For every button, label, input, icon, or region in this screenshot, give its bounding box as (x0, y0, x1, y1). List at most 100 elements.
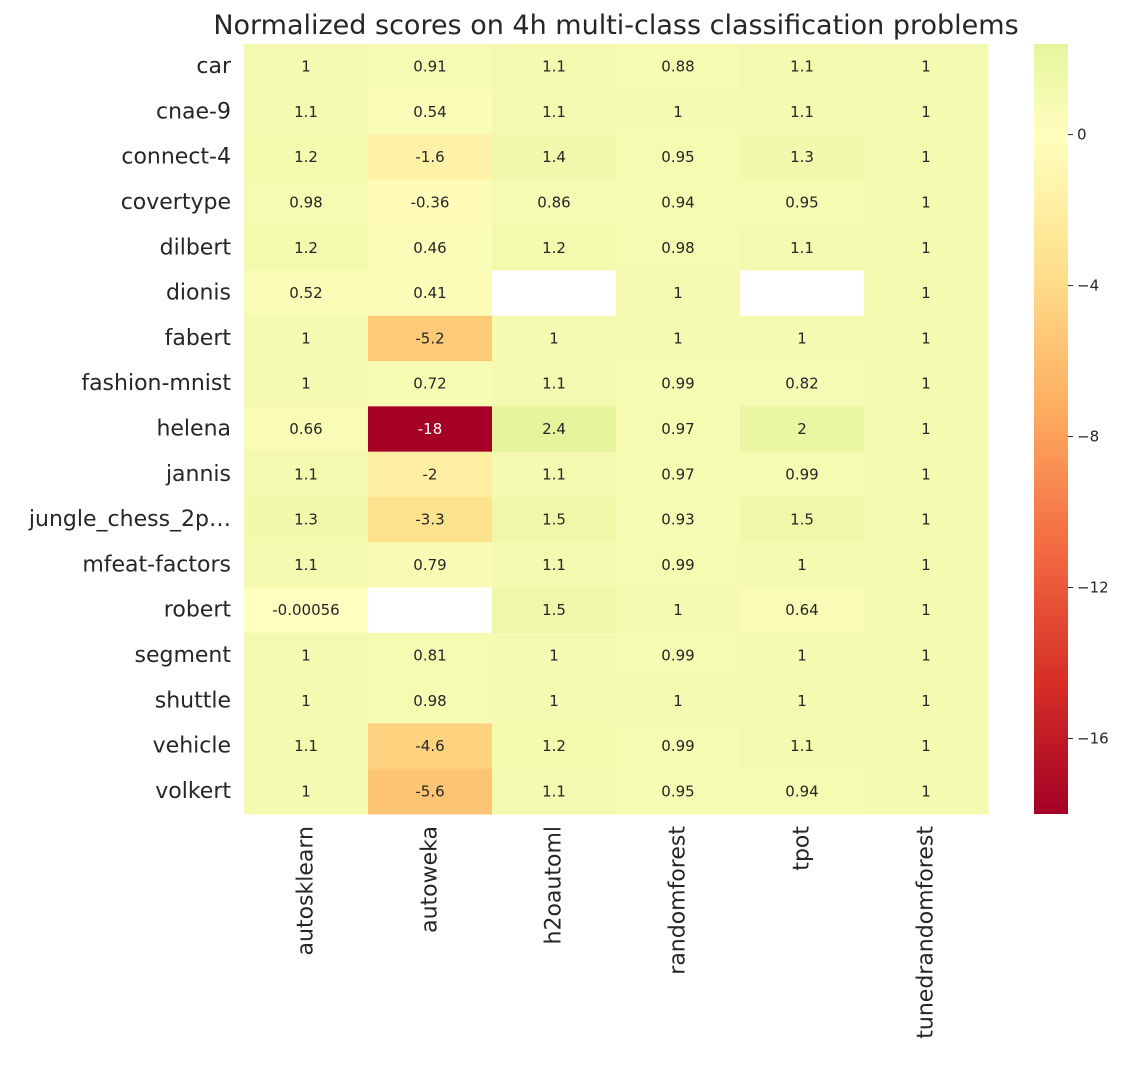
cell-value-label: 1.1 (294, 737, 318, 755)
cell-value-label: 0.79 (413, 556, 446, 574)
cell-value-label: 1 (797, 646, 807, 664)
cell-value-label: 0.54 (413, 103, 446, 121)
column-label: tpot (790, 826, 815, 871)
heatmap-cell (368, 134, 493, 181)
heatmap-cell (864, 451, 989, 498)
cell-value-label: 1.2 (294, 239, 318, 257)
row-label: segment (135, 643, 232, 668)
cell-value-label: 0.94 (661, 194, 694, 212)
cell-value-label: 1 (673, 692, 683, 710)
cell-value-label: 1 (301, 329, 311, 347)
heatmap-cell (368, 496, 493, 543)
heatmap-cell (864, 542, 989, 589)
heatmap-cell (740, 496, 865, 543)
row-label: shuttle (155, 688, 231, 713)
cell-value-label: -0.00056 (272, 601, 339, 619)
cell-value-label: 1 (921, 58, 931, 76)
column-label: tunedrandomforest (914, 826, 939, 1039)
cell-value-label: 0.99 (661, 556, 694, 574)
cell-value-label: 0.99 (785, 465, 818, 483)
cell-value-label: 0.99 (661, 646, 694, 664)
heatmap-cell (864, 768, 989, 815)
heatmap-cell (864, 225, 989, 271)
heatmap-cell (492, 315, 617, 362)
heatmap-cell (740, 179, 865, 226)
colorbar-tick-label: −8 (1077, 428, 1099, 446)
cell-value-label: 1 (549, 329, 559, 347)
heatmap-cell (368, 678, 493, 724)
cell-value-label: 0.98 (413, 692, 446, 710)
heatmap-cell (368, 451, 493, 498)
column-label: autoweka (418, 826, 443, 933)
row-label: cnae-9 (156, 99, 231, 124)
heatmap-cell (368, 225, 493, 271)
cell-value-label: 1.2 (294, 148, 318, 166)
cell-value-label: 1 (549, 646, 559, 664)
chart-title: Normalized scores on 4h multi-class clas… (213, 10, 1018, 41)
column-label: autosklearn (294, 826, 319, 955)
cell-value-label: 1 (921, 646, 931, 664)
cell-value-label: 0.97 (661, 420, 694, 438)
cell-value-label: 0.82 (785, 375, 818, 393)
cell-value-label: -0.36 (411, 194, 450, 212)
heatmap-cell (244, 723, 369, 770)
heatmap-cell (740, 406, 865, 453)
heatmap-cell (368, 179, 493, 226)
colorbar-tick-label: 0 (1077, 126, 1087, 144)
cell-value-label: 1 (301, 375, 311, 393)
cell-value-label: 1 (921, 465, 931, 483)
cell-value-label: 1 (673, 103, 683, 121)
cell-value-label: 1 (301, 692, 311, 710)
cell-value-label: 1 (921, 782, 931, 800)
heatmap-cell (368, 361, 493, 407)
cell-value-label: 0.86 (537, 194, 570, 212)
cell-value-label: 1 (921, 601, 931, 619)
cell-value-label: 0.93 (661, 511, 694, 529)
cell-value-label: 1.1 (542, 782, 566, 800)
cell-value-label: 1 (921, 556, 931, 574)
cell-value-label: 0.98 (661, 239, 694, 257)
heatmap-cell (244, 44, 369, 90)
heatmap-cell (740, 134, 865, 181)
heatmap-cell (492, 225, 617, 271)
heatmap-cell (616, 496, 741, 543)
cell-value-label: 1.1 (294, 103, 318, 121)
heatmap-cell (740, 451, 865, 498)
heatmap-cell (864, 89, 989, 136)
cell-value-label: 1.5 (790, 511, 814, 529)
cell-value-label: 0.52 (289, 284, 322, 302)
heatmap-cell (368, 406, 493, 453)
heatmap-cell (740, 361, 865, 407)
cell-value-label: 1 (301, 646, 311, 664)
column-label: randomforest (666, 826, 691, 975)
cell-value-label: 0.99 (661, 375, 694, 393)
heatmap-cell (492, 451, 617, 498)
heatmap-cell (492, 723, 617, 770)
heatmap-cell (244, 496, 369, 543)
cell-value-label: 1.1 (542, 556, 566, 574)
cell-value-label: 0.81 (413, 646, 446, 664)
cell-value-label: 1 (921, 239, 931, 257)
heatmap-cell (492, 542, 617, 589)
cell-value-label: 1 (797, 556, 807, 574)
cell-value-label: 1.1 (542, 375, 566, 393)
cell-value-label: -5.6 (415, 782, 444, 800)
cell-value-label: 1 (921, 284, 931, 302)
colorbar (1034, 44, 1068, 814)
cell-value-label: 1.1 (790, 103, 814, 121)
cell-value-label: 1 (673, 284, 683, 302)
row-label: dilbert (160, 235, 232, 260)
cell-value-label: 1 (797, 329, 807, 347)
heatmap-cell (740, 44, 865, 90)
cell-value-label: 0.98 (289, 194, 322, 212)
cell-value-label: 0.97 (661, 465, 694, 483)
heatmap-cell (244, 632, 369, 679)
colorbar-tick-label: −12 (1077, 579, 1109, 597)
heatmap-cell (492, 44, 617, 90)
cell-value-label: 1.4 (542, 148, 566, 166)
heatmap-cell (864, 44, 989, 90)
cell-value-label: 0.94 (785, 782, 818, 800)
row-labels: car cnae-9 connect-4 covertype dilbert dionis… (28, 54, 232, 804)
heatmap-cell (740, 270, 865, 317)
heatmap-cell (368, 44, 493, 90)
